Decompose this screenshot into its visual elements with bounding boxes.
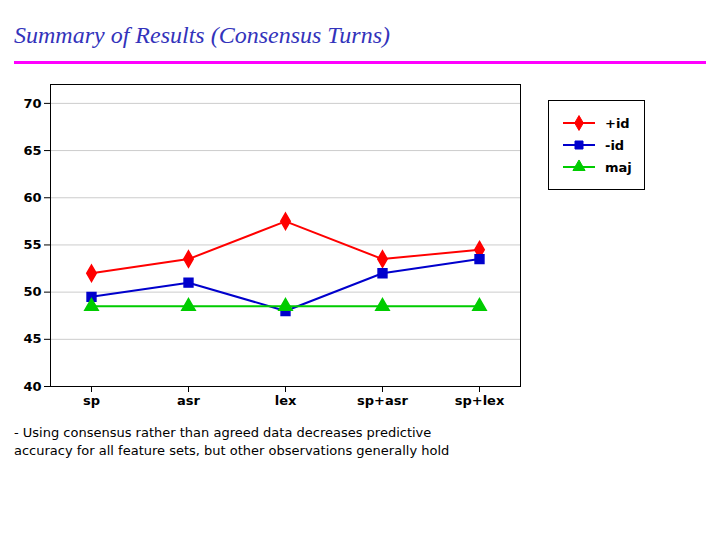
svg-text:60: 60 (23, 190, 41, 205)
html-text:- Using consensus rather than: - Using consensus rather than agreed dat… (14, 425, 450, 458)
svg-text:sp+asr: sp+asr (357, 393, 408, 408)
html-text:Summary of Results (Consensus: Summary of Results (Consensus Turns) (14, 22, 390, 48)
svg-text:lex: lex (275, 393, 297, 408)
svg-text:40: 40 (23, 379, 41, 394)
svg-text:55: 55 (23, 237, 41, 252)
svg-text:45: 45 (23, 331, 41, 346)
svg-text:sp+lex: sp+lex (455, 393, 505, 408)
svg-text:sp: sp (83, 393, 100, 408)
svg-text:50: 50 (23, 284, 41, 299)
html-text:-id: -id (605, 137, 625, 153)
svg-text:asr: asr (177, 393, 201, 408)
svg-text:65: 65 (23, 143, 41, 158)
svg-text:70: 70 (23, 96, 41, 111)
html-text:maj: maj (605, 159, 632, 175)
html-text:+id: +id (605, 115, 630, 131)
